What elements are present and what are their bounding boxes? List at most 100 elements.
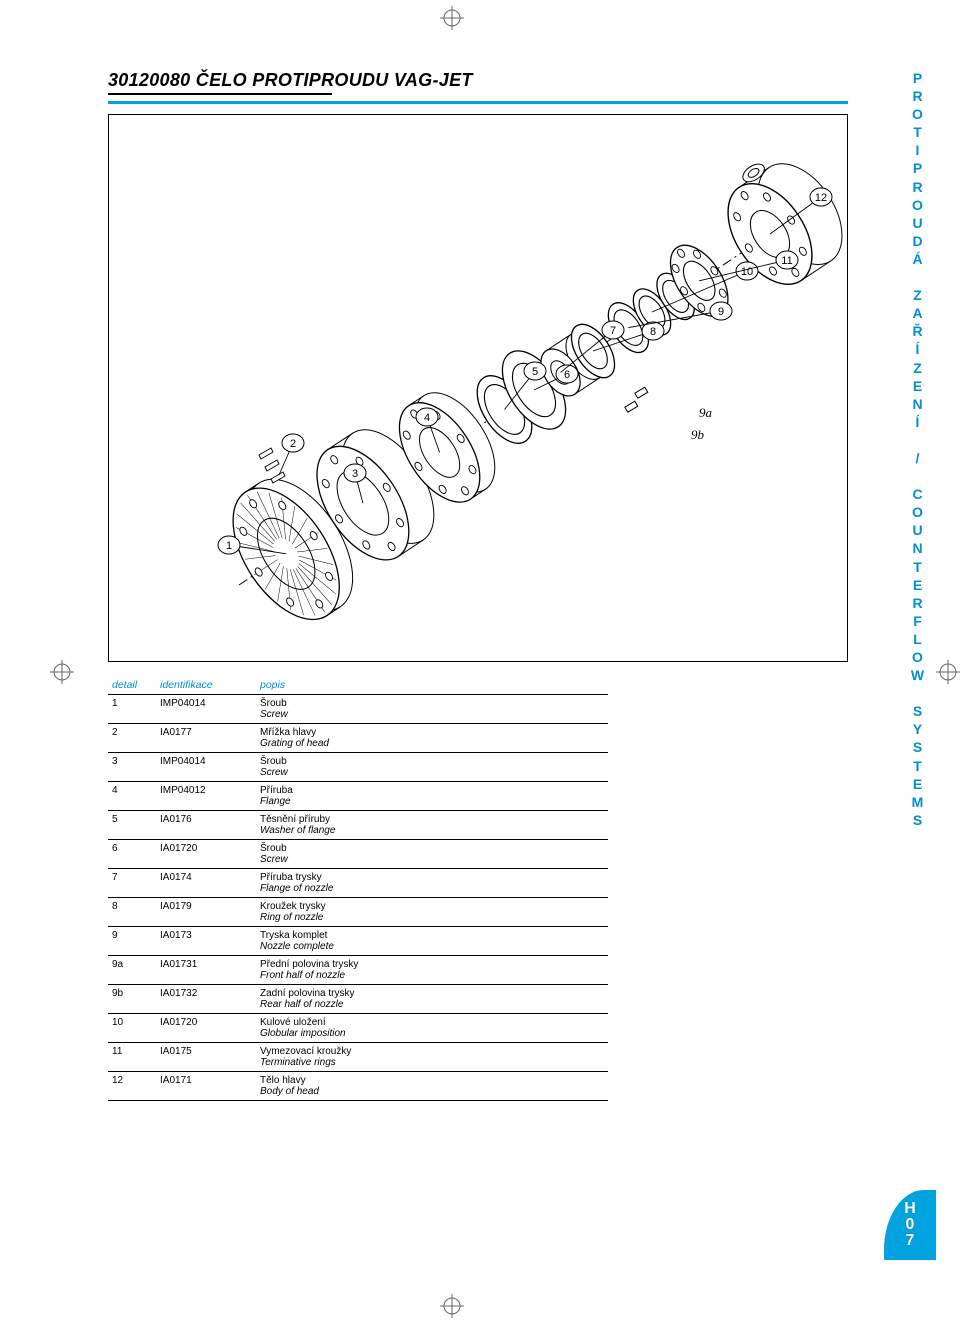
- page-tab-o: 0: [906, 1217, 915, 1233]
- side-char: Z: [900, 287, 936, 303]
- cell-desc: Přední polovina tryskyFront half of nozz…: [256, 955, 608, 984]
- side-char: R: [900, 595, 936, 611]
- cell-desc: ŠroubScrew: [256, 839, 608, 868]
- cell-desc: Kroužek tryskyRing of nozzle: [256, 897, 608, 926]
- side-char: T: [900, 124, 936, 140]
- cell-desc: ŠroubScrew: [256, 752, 608, 781]
- cell-desc: Těsnění přírubyWasher of flange: [256, 810, 608, 839]
- cell-desc: ŠroubScrew: [256, 694, 608, 723]
- cell-detail: 9b: [108, 984, 156, 1013]
- svg-text:3: 3: [352, 468, 358, 480]
- table-row: 12IA0171Tělo hlavyBody of head: [108, 1071, 608, 1100]
- cell-desc: Kulové uloženíGlobular imposition: [256, 1013, 608, 1042]
- title-underline-long: [108, 101, 848, 104]
- cell-desc: Mřížka hlavyGrating of head: [256, 723, 608, 752]
- cell-desc: Zadní polovina tryskyRear half of nozzle: [256, 984, 608, 1013]
- side-char: A: [900, 305, 936, 321]
- table-row: 3IMP04014ŠroubScrew: [108, 752, 608, 781]
- svg-text:1: 1: [226, 540, 232, 552]
- crop-mark-left: [50, 660, 74, 684]
- cell-detail: 6: [108, 839, 156, 868]
- side-char: S: [900, 703, 936, 719]
- svg-text:7: 7: [610, 325, 616, 337]
- cell-detail: 3: [108, 752, 156, 781]
- cell-detail: 5: [108, 810, 156, 839]
- table-row: 9IA0173Tryska kompletNozzle complete: [108, 926, 608, 955]
- cell-detail: 11: [108, 1042, 156, 1071]
- cell-id: IA0173: [156, 926, 256, 955]
- svg-text:5: 5: [532, 366, 538, 378]
- cell-desc: PřírubaFlange: [256, 781, 608, 810]
- cell-detail: 1: [108, 694, 156, 723]
- side-char: R: [900, 88, 936, 104]
- side-char: C: [900, 486, 936, 502]
- cell-detail: 10: [108, 1013, 156, 1042]
- side-char: N: [900, 396, 936, 412]
- side-char: /: [900, 450, 936, 466]
- cell-detail: 4: [108, 781, 156, 810]
- svg-text:11: 11: [781, 255, 792, 267]
- table-row: 11IA0175Vymezovací kroužkyTerminative ri…: [108, 1042, 608, 1071]
- svg-text:12: 12: [815, 192, 827, 204]
- svg-text:6: 6: [564, 369, 570, 381]
- cell-id: IMP04012: [156, 781, 256, 810]
- page-tab-7: 7: [906, 1233, 915, 1249]
- side-char: [900, 685, 936, 701]
- table-row: 6IA01720ŠroubScrew: [108, 839, 608, 868]
- svg-text:8: 8: [650, 326, 656, 338]
- cell-detail: 12: [108, 1071, 156, 1100]
- col-detail-header: detail: [108, 676, 156, 695]
- table-row: 1IMP04014ŠroubScrew: [108, 694, 608, 723]
- page-content: 30120080 ČELO PROTIPROUDU VAG-JET 123456…: [108, 70, 848, 1101]
- cell-id: IA0177: [156, 723, 256, 752]
- side-char: E: [900, 577, 936, 593]
- side-char: Í: [900, 341, 936, 357]
- side-vertical-label: PROTIPROUDÁ ZAŘÍZENÍ / COUNTERFLOW SYSTE…: [900, 70, 936, 940]
- cell-id: IMP04014: [156, 752, 256, 781]
- parts-table: detail identifikace popis 1IMP04014Šroub…: [108, 676, 608, 1101]
- side-char: Z: [900, 360, 936, 376]
- col-desc-header: popis: [256, 676, 608, 695]
- cell-id: IA0176: [156, 810, 256, 839]
- side-char: U: [900, 215, 936, 231]
- cell-desc: Vymezovací kroužkyTerminative rings: [256, 1042, 608, 1071]
- side-char: Í: [900, 414, 936, 430]
- side-char: W: [900, 667, 936, 683]
- side-char: D: [900, 233, 936, 249]
- side-char: Á: [900, 251, 936, 267]
- cell-id: IA0171: [156, 1071, 256, 1100]
- cell-desc: Příruba tryskyFlange of nozzle: [256, 868, 608, 897]
- table-row: 4IMP04012PřírubaFlange: [108, 781, 608, 810]
- cell-id: IA01732: [156, 984, 256, 1013]
- table-row: 7IA0174Příruba tryskyFlange of nozzle: [108, 868, 608, 897]
- table-row: 9bIA01732Zadní polovina tryskyRear half …: [108, 984, 608, 1013]
- side-char: L: [900, 631, 936, 647]
- side-char: I: [900, 142, 936, 158]
- side-char: O: [900, 649, 936, 665]
- side-char: O: [900, 106, 936, 122]
- side-char: T: [900, 559, 936, 575]
- svg-text:9b: 9b: [691, 427, 705, 442]
- svg-text:2: 2: [290, 438, 296, 450]
- page-title: 30120080 ČELO PROTIPROUDU VAG-JET: [108, 70, 848, 91]
- parts-table-wrap: detail identifikace popis 1IMP04014Šroub…: [108, 676, 608, 1101]
- side-char: S: [900, 739, 936, 755]
- svg-text:9: 9: [718, 306, 724, 318]
- side-char: F: [900, 613, 936, 629]
- page-tab-h: H: [904, 1201, 916, 1217]
- cell-desc: Tryska kompletNozzle complete: [256, 926, 608, 955]
- table-row: 10IA01720Kulové uloženíGlobular impositi…: [108, 1013, 608, 1042]
- cell-id: IA01731: [156, 955, 256, 984]
- side-char: R: [900, 179, 936, 195]
- side-char: P: [900, 70, 936, 86]
- side-char: P: [900, 160, 936, 176]
- side-char: O: [900, 197, 936, 213]
- crop-mark-top: [440, 6, 464, 30]
- svg-text:9a: 9a: [699, 405, 713, 420]
- title-underline-short: [108, 93, 332, 95]
- side-char: O: [900, 504, 936, 520]
- cell-desc: Tělo hlavyBody of head: [256, 1071, 608, 1100]
- cell-detail: 9: [108, 926, 156, 955]
- table-row: 2IA0177Mřížka hlavyGrating of head: [108, 723, 608, 752]
- cell-id: IA0179: [156, 897, 256, 926]
